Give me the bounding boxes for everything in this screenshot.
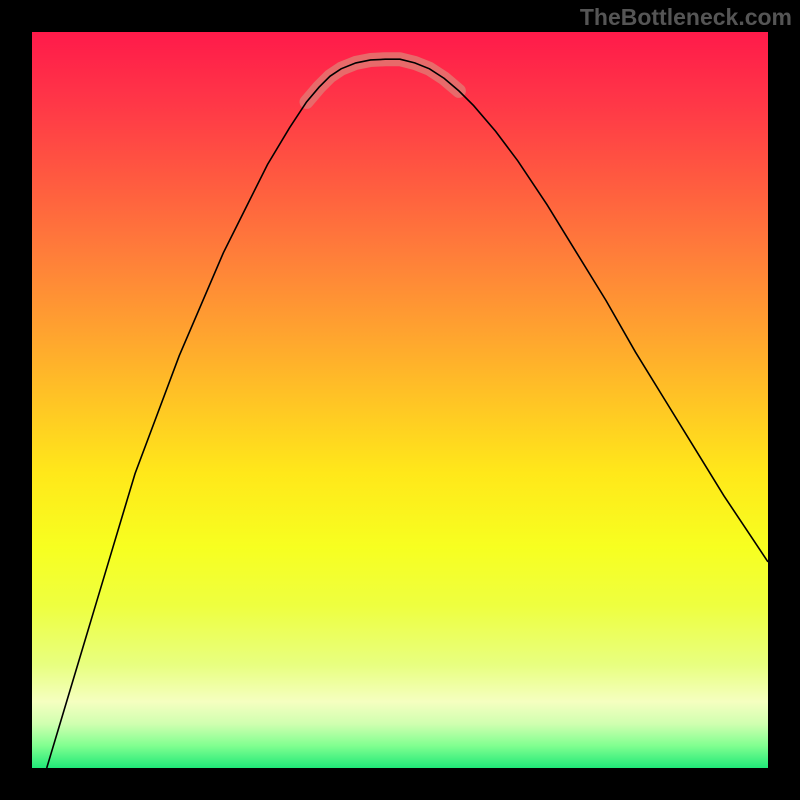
curve-layer — [32, 32, 768, 768]
watermark: TheBottleneck.com — [580, 4, 792, 31]
main-curve — [47, 59, 768, 768]
highlight-curve — [307, 59, 459, 102]
chart-container: { "watermark": { "text": "TheBottleneck.… — [0, 0, 800, 800]
plot-area — [32, 32, 768, 768]
